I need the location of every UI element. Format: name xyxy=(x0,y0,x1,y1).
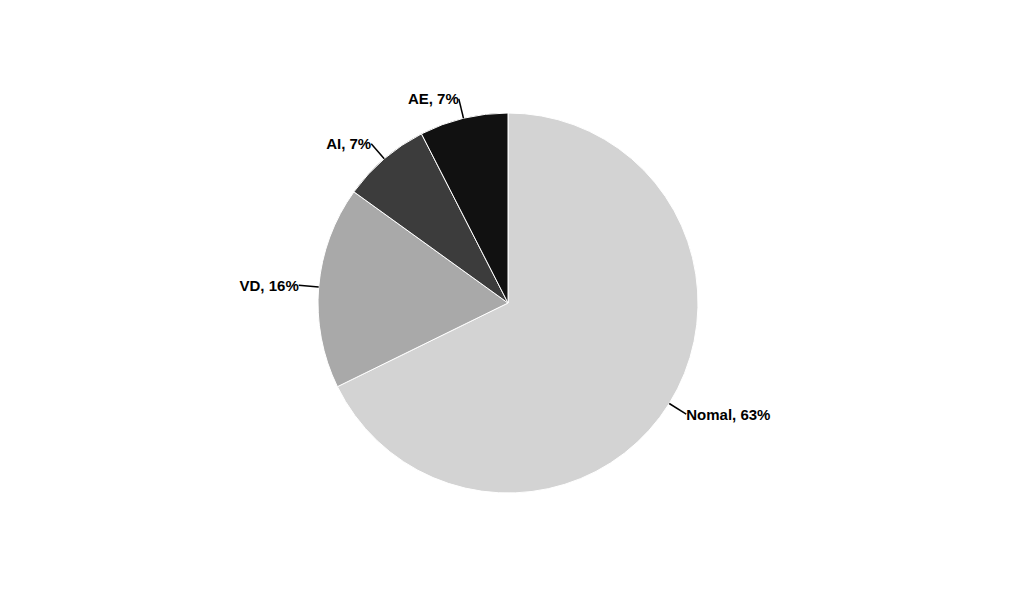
svg-text:AI, 7%: AI, 7% xyxy=(326,135,371,152)
svg-text:VD, 16%: VD, 16% xyxy=(240,277,299,294)
svg-text:AE, 7%: AE, 7% xyxy=(408,90,459,107)
svg-text:Nomal, 63%: Nomal, 63% xyxy=(686,406,770,423)
